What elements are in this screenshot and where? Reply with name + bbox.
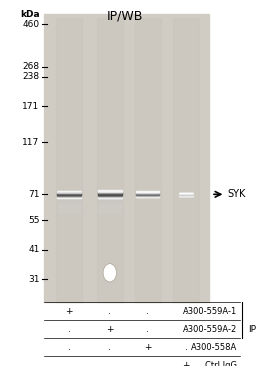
Bar — [98, 212, 121, 215]
Bar — [98, 210, 121, 213]
Text: .: . — [146, 325, 149, 334]
Bar — [98, 205, 121, 208]
Bar — [136, 191, 159, 192]
Bar — [57, 191, 81, 192]
Bar — [136, 195, 159, 196]
Bar — [98, 193, 122, 194]
Text: .: . — [68, 361, 71, 366]
Bar — [57, 192, 81, 193]
Bar — [135, 18, 161, 302]
Bar — [98, 203, 121, 206]
Bar — [173, 18, 199, 302]
Bar — [57, 194, 81, 195]
Text: 55: 55 — [28, 216, 39, 225]
Bar — [98, 214, 121, 217]
Text: +: + — [182, 361, 190, 366]
Bar — [58, 198, 81, 201]
Bar — [136, 194, 159, 195]
Bar — [57, 196, 81, 197]
Bar — [97, 18, 123, 302]
Text: .: . — [68, 325, 71, 334]
Text: 41: 41 — [28, 246, 39, 254]
Text: .: . — [108, 361, 111, 366]
Text: .: . — [146, 361, 149, 366]
Text: 268: 268 — [22, 62, 39, 71]
Text: 71: 71 — [28, 190, 39, 199]
Bar — [58, 210, 81, 213]
Text: .: . — [185, 343, 187, 352]
Bar — [44, 15, 209, 302]
Bar — [136, 193, 159, 194]
Text: A300-559A-1: A300-559A-1 — [183, 307, 237, 316]
Text: Ctrl IgG: Ctrl IgG — [205, 361, 237, 366]
Text: 238: 238 — [22, 72, 39, 81]
Text: .: . — [108, 343, 111, 352]
Bar — [98, 207, 121, 210]
Text: A300-558A: A300-558A — [191, 343, 237, 352]
Text: +: + — [106, 325, 114, 334]
Bar — [58, 214, 81, 217]
Text: +: + — [144, 343, 152, 352]
Bar — [58, 212, 81, 215]
Bar — [136, 192, 159, 193]
Bar — [98, 195, 122, 196]
Text: kDa: kDa — [20, 10, 39, 19]
Bar — [136, 196, 159, 197]
Bar — [98, 192, 122, 193]
Text: .: . — [185, 307, 187, 316]
Text: .: . — [185, 325, 187, 334]
Text: .: . — [108, 307, 111, 316]
Bar — [98, 196, 122, 197]
Bar — [57, 195, 81, 196]
Text: 171: 171 — [22, 101, 39, 111]
Bar — [58, 205, 81, 208]
Bar — [98, 197, 122, 198]
Bar — [57, 193, 81, 194]
Bar — [56, 18, 82, 302]
Text: A300-559A-2: A300-559A-2 — [183, 325, 237, 334]
Text: SYK: SYK — [228, 189, 246, 199]
Text: .: . — [68, 343, 71, 352]
Text: .: . — [146, 307, 149, 316]
Text: IP/WB: IP/WB — [107, 10, 143, 23]
Bar — [98, 198, 121, 201]
Bar — [98, 194, 122, 195]
Bar — [98, 200, 121, 203]
Bar — [98, 191, 122, 192]
Bar — [58, 200, 81, 203]
Text: 460: 460 — [22, 20, 39, 29]
Bar — [98, 190, 122, 191]
Bar — [57, 197, 81, 198]
Text: 31: 31 — [28, 275, 39, 284]
Text: IP: IP — [248, 325, 256, 334]
Text: 117: 117 — [22, 138, 39, 146]
Circle shape — [104, 265, 116, 281]
Bar — [58, 203, 81, 206]
Bar — [58, 207, 81, 210]
Text: +: + — [66, 307, 73, 316]
